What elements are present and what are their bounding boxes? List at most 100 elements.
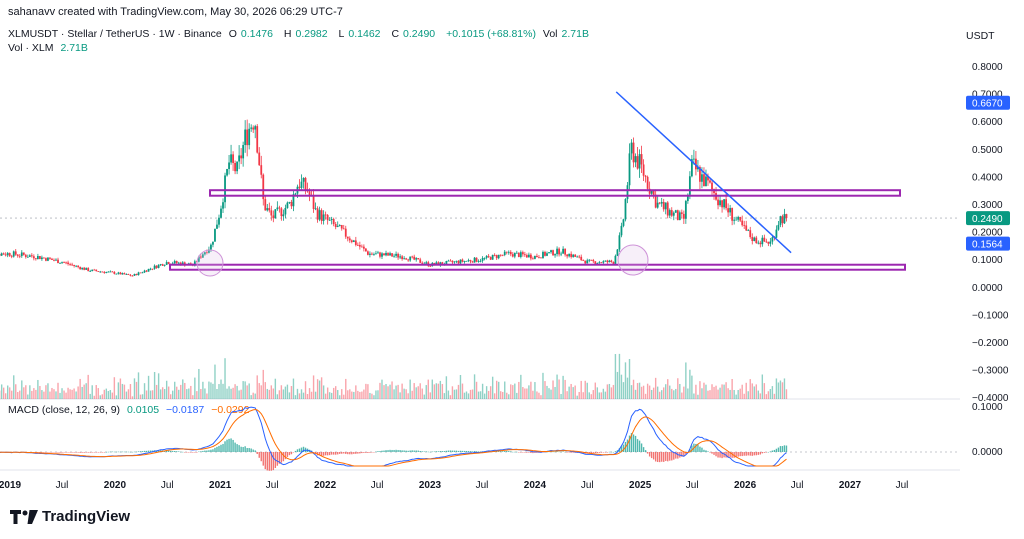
candle-body bbox=[467, 260, 470, 261]
volume-bar bbox=[504, 381, 506, 399]
volume-bar bbox=[453, 389, 456, 399]
candle-body bbox=[570, 253, 573, 257]
macd-histogram-bar bbox=[318, 452, 321, 456]
candle-body bbox=[383, 253, 385, 256]
candle-body bbox=[550, 250, 552, 253]
volume-bar bbox=[61, 388, 63, 399]
macd-label[interactable]: MACD (close, 12, 26, 9) bbox=[8, 404, 121, 416]
volume-bar bbox=[280, 385, 283, 399]
volume-bar bbox=[228, 386, 230, 399]
macd-histogram-bar bbox=[725, 452, 727, 458]
volume-bar bbox=[222, 383, 224, 399]
candle-body bbox=[491, 254, 494, 260]
candle-body bbox=[624, 199, 627, 220]
macd-histogram-bar bbox=[439, 451, 442, 452]
candle-body bbox=[612, 262, 615, 264]
volume-bar bbox=[121, 383, 124, 399]
candle-body bbox=[385, 252, 387, 256]
volume-bar bbox=[767, 391, 770, 399]
candle-body bbox=[282, 214, 285, 217]
volume-bar bbox=[371, 393, 373, 399]
macd-histogram-bar bbox=[608, 451, 611, 453]
candle-body bbox=[610, 260, 613, 263]
candle-body bbox=[6, 253, 9, 256]
volume-bar bbox=[779, 380, 782, 399]
candle-body bbox=[455, 260, 458, 262]
close-label: C bbox=[391, 28, 400, 40]
candle-body bbox=[409, 256, 412, 261]
candle-body bbox=[55, 259, 57, 261]
macd-histogram-bar bbox=[542, 452, 544, 453]
volume-bar bbox=[363, 389, 365, 399]
macd-histogram-bar bbox=[53, 452, 55, 453]
macd-histogram-bar bbox=[419, 450, 421, 452]
candle-body bbox=[507, 251, 510, 253]
volume-bar bbox=[715, 385, 717, 399]
macd-histogram-bar bbox=[467, 450, 470, 452]
time-axis-tick: 2027 bbox=[839, 480, 862, 491]
candle-body bbox=[783, 214, 786, 224]
volume-bar bbox=[351, 391, 353, 399]
candle-body bbox=[304, 177, 307, 190]
volume-bar bbox=[689, 369, 691, 399]
macd-histogram-bar bbox=[244, 446, 246, 452]
volume-bar bbox=[552, 380, 554, 399]
candle-body bbox=[379, 252, 381, 257]
macd-histogram-bar bbox=[594, 452, 596, 454]
candle-body bbox=[354, 240, 357, 245]
volume-bar bbox=[298, 393, 301, 399]
volume-bar bbox=[485, 386, 488, 399]
macd-histogram-bar bbox=[343, 452, 345, 454]
macd-histogram-bar bbox=[413, 450, 415, 452]
macd-histogram-bar bbox=[75, 452, 77, 453]
volume-bar bbox=[57, 382, 59, 399]
candle-body bbox=[576, 256, 579, 258]
macd-histogram-bar bbox=[194, 452, 196, 453]
volume-bar bbox=[685, 362, 687, 399]
volume-bar bbox=[17, 392, 19, 399]
macd-histogram-bar bbox=[638, 440, 641, 452]
volume-bar bbox=[93, 395, 95, 399]
macd-histogram-bar bbox=[727, 452, 729, 458]
macd-histogram-bar bbox=[765, 452, 768, 453]
macd-histogram-bar bbox=[240, 446, 242, 452]
candle-body bbox=[336, 225, 339, 227]
macd-histogram-bar bbox=[312, 452, 315, 453]
macd-histogram-bar bbox=[347, 452, 349, 455]
macd-histogram-bar bbox=[665, 452, 667, 461]
candle-body bbox=[622, 219, 625, 226]
candle-body bbox=[453, 261, 456, 263]
candle-body bbox=[721, 200, 723, 208]
volume-bar bbox=[491, 376, 494, 399]
volume-bar bbox=[620, 374, 623, 399]
candle-body bbox=[604, 260, 607, 262]
currency-label[interactable]: USDT bbox=[966, 30, 995, 42]
volume-bar bbox=[377, 390, 379, 399]
candle-body bbox=[513, 252, 516, 257]
macd-histogram-bar bbox=[642, 447, 645, 452]
candle-body bbox=[558, 248, 560, 255]
candle-body bbox=[719, 200, 721, 206]
macd-histogram-bar bbox=[290, 452, 293, 455]
macd-histogram-bar bbox=[691, 445, 693, 452]
volume-bar bbox=[103, 389, 105, 399]
tradingview-logo[interactable]: TradingView bbox=[10, 508, 130, 525]
candle-body bbox=[67, 262, 69, 265]
volume-bar bbox=[210, 382, 212, 399]
candle-body bbox=[77, 265, 80, 267]
macd-histogram-bar bbox=[196, 452, 198, 453]
macd-histogram-bar bbox=[683, 452, 685, 457]
candle-body bbox=[99, 271, 102, 273]
candle-body bbox=[552, 250, 554, 256]
macd-histogram-bar bbox=[403, 450, 405, 452]
candle-body bbox=[521, 252, 524, 255]
macd-histogram-bar bbox=[695, 443, 697, 452]
volume-bar bbox=[578, 391, 580, 399]
candle-body bbox=[664, 202, 667, 210]
symbol-title[interactable]: XLMUSDT · Stellar / TetherUS · 1W · Bina… bbox=[8, 28, 222, 40]
volume-indicator-label[interactable]: Vol · XLM bbox=[8, 42, 54, 54]
macd-histogram-bar bbox=[101, 452, 103, 453]
candle-body bbox=[73, 264, 76, 266]
change-value: +0.1015 (+68.81%) bbox=[446, 28, 536, 40]
